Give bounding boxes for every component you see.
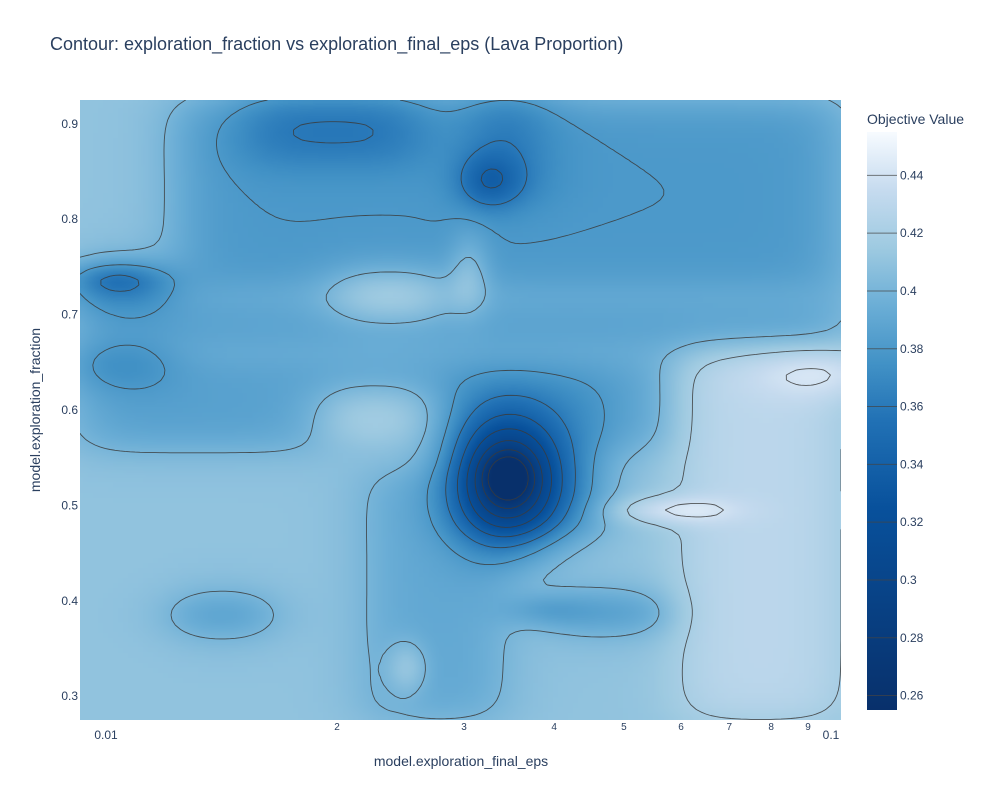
contour-lines: [80, 100, 841, 720]
x-tick-label: 5: [621, 722, 627, 733]
contour-line: [80, 100, 841, 720]
contour-line: [80, 100, 665, 566]
colorbar-tick-label: 0.26: [900, 689, 924, 703]
x-tick-label: 4: [551, 722, 557, 733]
x-tick-label: 2: [334, 722, 340, 733]
colorbar-tick-label: 0.34: [900, 457, 924, 471]
x-tick-label: 6: [678, 722, 684, 733]
colorbar-tick-label: 0.28: [900, 631, 924, 645]
colorbar-ticks: 0.26 0.28 0.3 0.32 0.34 0.36 0.38 0.4 0.42 0.44: [867, 168, 924, 703]
y-tick-label: 0.3: [61, 689, 78, 703]
y-tick-label: 0.5: [61, 498, 78, 512]
colorbar-tick-label: 0.36: [900, 400, 924, 414]
x-tick-label: 7: [727, 722, 733, 733]
y-axis-title: model.exploration_fraction: [27, 328, 43, 492]
x-tick-label: 8: [768, 722, 774, 733]
x-tick-label: 3: [461, 722, 467, 733]
plot-area: [80, 100, 841, 720]
contour-line: [664, 368, 831, 518]
y-axis-ticks: 0.3 0.4 0.5 0.6 0.7 0.8 0.9: [61, 117, 78, 703]
x-axis-ticks: 0.01 2 3 4 5 6 7 8 9 0.1: [94, 722, 839, 742]
x-axis-title: model.exploration_final_eps: [374, 753, 548, 769]
contour-line: [474, 440, 543, 519]
heatmap-surface: [80, 100, 841, 720]
contour-line: [456, 168, 563, 538]
colorbar-tick-label: 0.42: [900, 226, 924, 240]
colorbar-gradient: [867, 132, 897, 710]
y-tick-label: 0.9: [61, 117, 78, 131]
colorbar-tick-label: 0.38: [900, 342, 924, 356]
y-tick-label: 0.4: [61, 594, 78, 608]
y-tick-label: 0.6: [61, 403, 78, 417]
colorbar-tick-label: 0.4: [900, 284, 917, 298]
contour-line: [487, 456, 529, 501]
colorbar-title: Objective Value: [867, 111, 964, 127]
contour-line: [481, 449, 536, 509]
colorbar-tick-label: 0.32: [900, 515, 924, 529]
contour-line: [100, 121, 576, 549]
y-tick-label: 0.7: [61, 308, 78, 322]
x-tick-label: 9: [805, 722, 811, 733]
chart-title: Contour: exploration_fraction vs explora…: [50, 34, 623, 55]
contour-line: [466, 428, 552, 528]
colorbar-tick-label: 0.3: [900, 573, 917, 587]
contour-line: [626, 349, 841, 720]
colorbar-tick-label: 0.44: [900, 168, 924, 182]
colorbar: Objective Value 0.260.280.30.320.340.360…: [867, 111, 964, 710]
x-tick-label: 0.01: [94, 728, 118, 742]
y-tick-label: 0.8: [61, 212, 78, 226]
x-tick-label: 0.1: [823, 728, 840, 742]
